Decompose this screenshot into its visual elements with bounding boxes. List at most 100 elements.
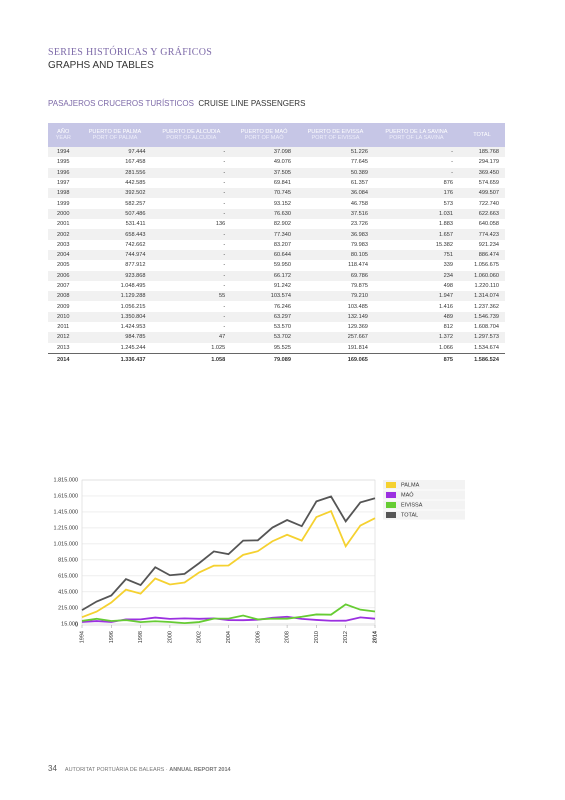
- x-tick-label: 2008: [285, 631, 291, 643]
- table-cell: 573: [443, 200, 453, 207]
- section-title-en: CRUISE LINE PASSENGERS: [198, 99, 306, 108]
- table-cell: -: [373, 147, 459, 158]
- table-cell: -: [151, 208, 232, 220]
- table-cell: 46.758: [350, 200, 368, 207]
- table-cell: -: [223, 283, 226, 289]
- table-cell: 91.242: [273, 283, 291, 289]
- table-cell: 1.245.244: [120, 344, 146, 351]
- table-cell: 1.060.060: [458, 270, 505, 281]
- table-cell: 921.234: [478, 241, 499, 248]
- table-cell: 60.644: [231, 249, 297, 261]
- table-cell: 49.076: [273, 159, 291, 166]
- y-tick-label: 1.815.000: [54, 477, 78, 483]
- table-cell: 257.667: [296, 332, 374, 343]
- table-cell: 79.875: [350, 283, 368, 289]
- table-row: 2002 658.443-77.340 36.983 1.657 774.423: [48, 229, 505, 240]
- table-cell: 886.474: [458, 249, 505, 261]
- table-cell: 176: [373, 188, 459, 199]
- table-cell: 76.630: [231, 208, 297, 220]
- x-tick-label: 2012: [343, 631, 349, 643]
- x-tick-label: 2002: [197, 631, 203, 643]
- table-cell: 234: [373, 270, 459, 281]
- table-cell: 83.207: [273, 241, 291, 248]
- legend-label: EIVISSA: [401, 502, 423, 508]
- table-cell: 63.297: [231, 311, 297, 323]
- table-cell: -: [451, 159, 453, 166]
- table-cell: 82.902: [273, 221, 291, 228]
- legend-label: MAÓ: [401, 491, 414, 498]
- table-cell: -: [151, 147, 232, 158]
- table-cell: 167.458: [125, 159, 146, 166]
- table-cell: 47: [151, 332, 232, 343]
- y-tick-label: 815.000: [58, 557, 78, 563]
- table-cell: 1.031: [373, 208, 459, 220]
- table-cell: 1.220.110: [474, 283, 499, 289]
- table-cell: 1.066: [438, 344, 453, 351]
- table-cell: 2014: [48, 352, 79, 367]
- table-cell: -: [151, 167, 232, 178]
- table-row: 2007 1.048.495 - 91.242 79.875 498 1.220.110: [48, 281, 505, 291]
- legend-swatch: [386, 502, 396, 508]
- header-cell-es: PUERTO DE PALMA: [88, 129, 142, 135]
- table-cell: 2013: [57, 344, 70, 351]
- series-line: [81, 509, 376, 619]
- table-cell: 76.246: [273, 303, 291, 310]
- table-cell: 877.912: [125, 262, 146, 269]
- table-cell: 2007: [57, 283, 70, 289]
- table-cell: 1.056.675: [474, 262, 499, 269]
- table-row: 2012 984.785 47 53.702 257.667 1.372 1.297.573: [48, 332, 505, 343]
- x-tick-label: 1998: [138, 631, 144, 643]
- table-row: 1999 582.257 - 93.152 46.758 573 722.740: [48, 198, 505, 208]
- table-cell: 658.443: [78, 229, 152, 240]
- table-row: 2014 1.336.437 1.058 79.089 169.065 875 1.586.…: [48, 352, 505, 367]
- table-cell: 1.608.704: [474, 324, 499, 331]
- header-cell-en: PORT OF ALCUDIA: [166, 135, 217, 141]
- table-cell: 103.574: [231, 291, 297, 302]
- table-cell: 876: [443, 180, 453, 187]
- table-cell: 2008: [48, 291, 79, 302]
- table-cell: 499.507: [458, 188, 505, 199]
- table-cell: 1.237.362: [474, 303, 499, 310]
- table-row: 1997 442.585 - 69.841 61.357 876 574.659: [48, 178, 505, 188]
- table-row: 2006 923.868-66.172 69.786 234 1.060.060: [48, 270, 505, 281]
- x-tick-label: 2006: [255, 631, 261, 643]
- y-tick-label: 15.000: [61, 621, 78, 627]
- x-tick-label: 2004: [226, 631, 232, 643]
- table-cell: 36.084: [296, 188, 374, 199]
- table-cell: 1.025: [211, 344, 226, 351]
- section-title: PASAJEROS CRUCEROS TURÍSTICOS CRUISE LIN…: [48, 99, 305, 108]
- legend-swatch: [386, 512, 396, 518]
- table-cell: -: [223, 159, 226, 166]
- table-cell: 59.950: [273, 262, 291, 269]
- table-cell: 77.340: [231, 229, 297, 240]
- header-cell-en: PORT OF PALMA: [92, 135, 138, 141]
- header-cell-es: PUERTO DE MAÓ: [240, 129, 288, 135]
- table-cell: 79.983: [350, 241, 368, 248]
- table-cell: -: [223, 241, 226, 248]
- table-row: 2004 744.974-60.644 80.105 751 886.474: [48, 249, 505, 261]
- table-cell: 507.486: [78, 208, 152, 220]
- table-cell: 79.089: [231, 352, 297, 367]
- x-tick-label: 1996: [109, 631, 115, 643]
- header-cell-es: AÑO: [57, 129, 70, 135]
- table-cell: 23.726: [350, 221, 368, 228]
- table-cell: -: [151, 249, 232, 261]
- table-cell: 751: [373, 249, 459, 261]
- table-cell: 55: [151, 291, 232, 302]
- table-cell: 1.129.288: [78, 291, 152, 302]
- table-row: 2011 1.424.953 - 53.570 129.369 812 1.608.704: [48, 322, 505, 332]
- header-cell: PUERTO DE LA SAVINA PORT OF LA SAVINA: [373, 123, 459, 147]
- table-cell: 1.657: [373, 229, 459, 240]
- table-cell: 774.423: [458, 229, 505, 240]
- table-cell: -: [373, 167, 459, 178]
- table-cell: 1.048.495: [120, 283, 146, 289]
- table-cell: 1998: [48, 188, 79, 199]
- chart: 015.000 215.000 415.000 615.000 815.000 1.015…: [54, 477, 465, 643]
- table-cell: 2009: [57, 303, 70, 310]
- footer-report: ANNUAL REPORT 2014: [169, 767, 231, 773]
- table-cell: -: [223, 303, 226, 310]
- table-cell: 1.883: [438, 221, 453, 228]
- table-cell: 53.702: [231, 332, 297, 343]
- header-cell-en: PORT OF EIVISSA: [311, 135, 360, 141]
